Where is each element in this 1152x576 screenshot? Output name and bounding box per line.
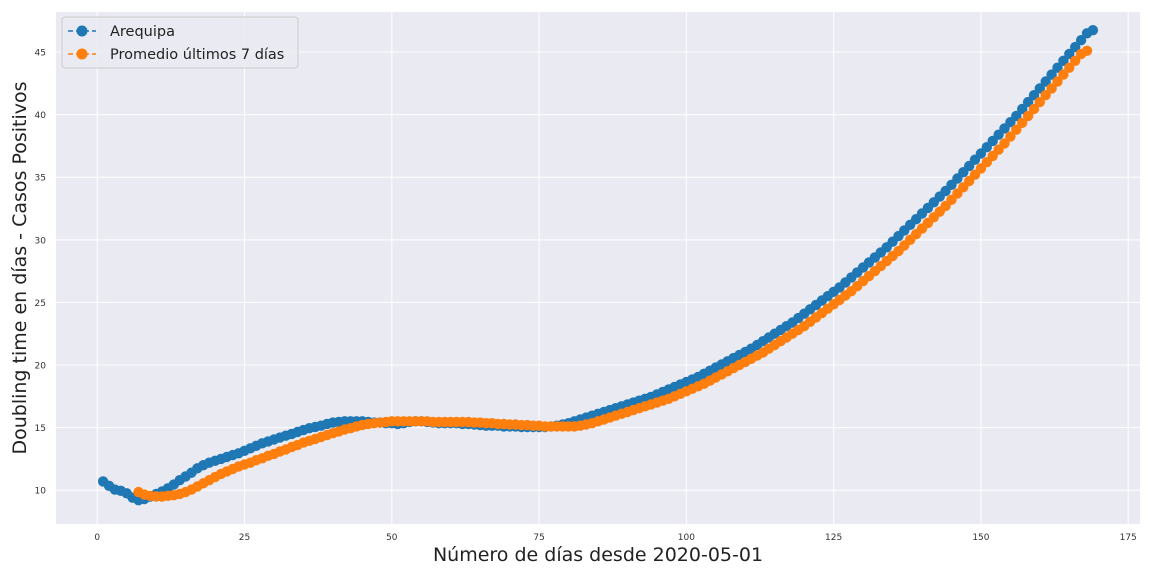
y-axis-label: Doubling time en días - Casos Positivos (9, 81, 31, 454)
data-point (1058, 55, 1069, 66)
data-point (1081, 45, 1093, 56)
data-point (1064, 62, 1075, 73)
x-tick-label: 25 (239, 533, 250, 543)
x-tick-label: 150 (972, 533, 989, 543)
data-point (1040, 90, 1051, 101)
data-point (1011, 124, 1022, 135)
tick-labels: 0 25 50 75 100 125 150 175 10 15 20 25 30 35 40 45 (35, 49, 1137, 543)
data-point (1058, 69, 1069, 80)
data-point (1075, 35, 1087, 46)
x-axis-label: Número de días desde 2020-05-01 (433, 544, 763, 566)
data-point (1046, 83, 1057, 94)
data-point (1017, 103, 1028, 115)
data-point (1087, 25, 1099, 36)
data-point (1034, 96, 1046, 108)
series-layer (97, 25, 1099, 506)
data-point (1070, 55, 1081, 66)
legend-label-promedio: Promedio últimos 7 días (110, 47, 284, 63)
data-point (1028, 90, 1040, 101)
data-point (1046, 69, 1057, 80)
data-point (1028, 103, 1040, 115)
x-tick-label: 50 (386, 533, 398, 543)
data-point (1022, 110, 1034, 122)
y-tick-label: 20 (35, 362, 47, 372)
x-tick-label: 125 (825, 533, 842, 543)
data-point (1017, 117, 1028, 128)
data-point (1022, 96, 1034, 108)
data-point (1070, 41, 1081, 53)
legend: Arequipa Promedio últimos 7 días (61, 16, 299, 69)
data-point (1011, 110, 1022, 122)
y-tick-label: 25 (35, 299, 46, 309)
plot-background (56, 12, 1140, 524)
y-tick-label: 45 (35, 49, 46, 59)
y-tick-label: 10 (35, 487, 47, 497)
legend-label-arequipa: Arequipa (110, 24, 175, 40)
data-point (1040, 76, 1051, 87)
legend-marker-promedio (76, 48, 88, 60)
y-tick-label: 40 (35, 111, 47, 121)
x-tick-label: 0 (94, 533, 100, 543)
data-point (1052, 62, 1063, 73)
y-tick-label: 30 (35, 236, 47, 246)
data-point (1064, 48, 1075, 60)
y-tick-label: 15 (35, 424, 46, 434)
data-point (999, 138, 1010, 149)
x-tick-label: 100 (678, 533, 695, 543)
legend-box (61, 16, 299, 69)
x-tick-label: 75 (533, 533, 544, 543)
data-point (1005, 131, 1016, 142)
x-tick-label: 175 (1120, 533, 1137, 543)
data-point (1052, 76, 1063, 87)
series-1 (133, 45, 1093, 502)
legend-marker-arequipa (76, 25, 88, 37)
y-tick-label: 35 (35, 174, 46, 184)
data-point (1034, 83, 1046, 94)
